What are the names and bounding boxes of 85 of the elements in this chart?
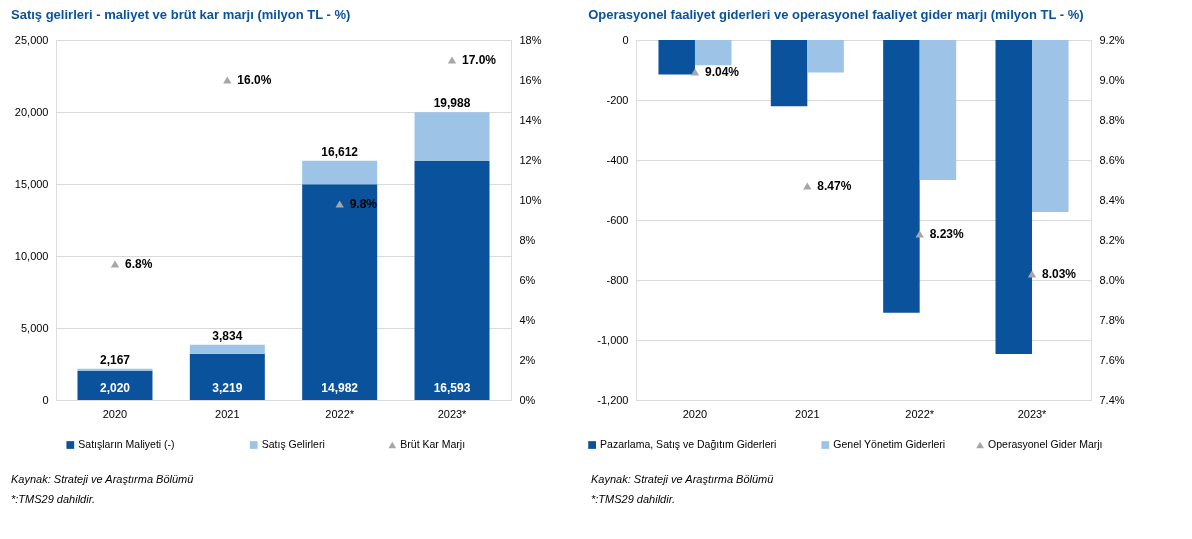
data-label: 16.0% [237, 73, 272, 87]
y-tick-label: -600 [606, 213, 629, 226]
y2-tick-label: 8.6% [1099, 153, 1125, 166]
legend-label: Genel Yönetim Giderleri [833, 438, 946, 450]
y2-tick-label: 9.2% [1099, 33, 1125, 46]
x-tick-label: 2021 [215, 407, 240, 420]
y-tick-label: 15,000 [14, 177, 49, 190]
point [1027, 270, 1037, 278]
point [690, 68, 700, 76]
x-tick-label: 2020 [682, 407, 708, 420]
bar [414, 161, 490, 400]
data-label: 9.04% [704, 65, 740, 79]
bar [77, 368, 153, 371]
text: Kaynak: Strateji ve Araştırma Bölümü [11, 473, 194, 485]
total-label: 2,167 [99, 352, 131, 367]
y2-tick-label: 10% [519, 193, 542, 206]
y2-tick-label: 8.4% [1099, 193, 1125, 206]
legend-label: Satışların Maliyeti (-) [78, 438, 175, 450]
data-label: 16,593 [433, 381, 471, 395]
y2-tick-label: 6% [519, 273, 536, 286]
total-label: 16,612 [321, 144, 359, 159]
y2-tick-label: 8.2% [1099, 233, 1125, 246]
data-label: 8.03% [1042, 267, 1077, 281]
y-tick-label: 10,000 [14, 249, 49, 262]
y2-tick-label: 2% [519, 353, 536, 366]
bar [302, 160, 378, 185]
y2-tick-label: 8% [519, 233, 536, 246]
total-label: 19,988 [433, 96, 471, 111]
y2-tick-label: 8.0% [1099, 273, 1125, 286]
x-tick-label: 2020 [102, 407, 128, 420]
y2-tick-label: 8.8% [1099, 113, 1125, 126]
text: *:TMS29 dahildir. [591, 493, 675, 505]
y2-tick-label: 7.4% [1099, 393, 1125, 406]
legend-label: Brüt Kar Marjı [400, 438, 466, 450]
y-tick-label: 25,000 [14, 33, 49, 46]
y2-tick-label: 7.6% [1099, 353, 1125, 366]
chart-title: Operasyonel faaliyet giderleri ve operasyonel faaliyet gider marjı (milyon TL - %) [588, 7, 1084, 22]
y2-tick-label: 14% [519, 113, 542, 126]
y2-tick-label: 9.0% [1099, 73, 1125, 86]
bar [189, 353, 265, 400]
x-tick-label: 2023* [1017, 407, 1048, 420]
data-label: 17.0% [462, 53, 497, 67]
y-tick-label: 0 [42, 393, 49, 406]
point [223, 76, 232, 84]
y-tick-label: -1,000 [597, 333, 629, 346]
bar [414, 112, 490, 162]
point [335, 200, 344, 208]
y2-tick-label: 4% [519, 313, 536, 326]
x-tick-label: 2021 [795, 407, 820, 420]
text: *:TMS29 dahildir. [11, 493, 95, 505]
total-label: 3,834 [212, 328, 243, 343]
point [110, 260, 120, 268]
x-tick-label: 2023* [437, 407, 468, 420]
data-label: 14,982 [321, 381, 359, 395]
legend-label: Operasyonel Gider Marjı [988, 438, 1103, 450]
point [803, 182, 812, 190]
text: Kaynak: Strateji ve Araştırma Bölümü [591, 473, 774, 485]
y2-tick-label: 16% [519, 73, 542, 86]
data-label: 2,020 [99, 381, 131, 395]
x-tick-label: 2022* [325, 407, 355, 420]
point [915, 230, 924, 238]
data-label: 6.8% [124, 257, 153, 271]
y2-tick-label: 7.8% [1099, 313, 1125, 326]
y-tick-label: -800 [606, 273, 629, 286]
chart-title: Satış gelirleri - maliyet ve brüt kar marjı (milyon TL - %) [11, 7, 351, 22]
legend-label: Pazarlama, Satış ve Dağıtım Giderleri [600, 438, 777, 450]
point [447, 56, 457, 64]
y-tick-label: 20,000 [14, 105, 49, 118]
bar [189, 344, 265, 354]
bar [77, 370, 153, 400]
bar [302, 184, 378, 400]
y2-tick-label: 18% [519, 33, 542, 46]
y-tick-label: 5,000 [20, 321, 49, 334]
x-tick-label: 2022* [905, 407, 935, 420]
y-tick-label: -200 [606, 93, 629, 106]
y-tick-label: -400 [606, 153, 629, 166]
data-label: 8.47% [817, 179, 852, 193]
y-tick-label: -1,200 [597, 393, 629, 406]
legend-label: Satış Gelirleri [261, 438, 325, 450]
data-label: 3,219 [212, 381, 243, 395]
y2-tick-label: 0% [519, 393, 536, 406]
y-tick-label: 0 [622, 33, 629, 46]
y2-tick-label: 12% [519, 153, 542, 166]
data-label: 8.23% [929, 227, 965, 241]
data-label: 9.8% [349, 197, 378, 211]
